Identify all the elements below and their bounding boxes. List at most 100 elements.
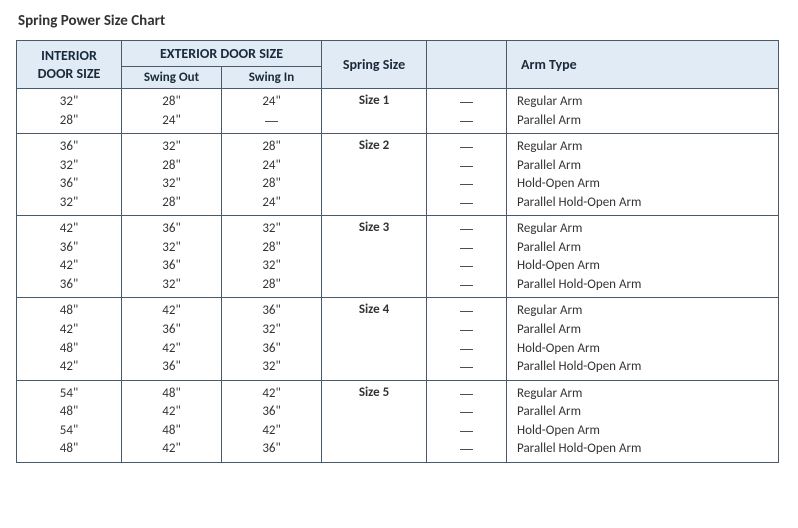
cell-arm-type-value: Parallel Arm xyxy=(517,112,772,130)
cell-arm-type-value: Parallel Arm xyxy=(517,157,772,175)
cell-blank-value: — xyxy=(433,302,500,320)
cell-interior-value: 48" xyxy=(23,340,115,358)
cell-arm-type-value: Regular Arm xyxy=(517,93,772,111)
cell-swing-in: 36"32"36"32" xyxy=(222,298,322,380)
cell-interior-value: 28" xyxy=(23,112,115,130)
cell-blank-value: — xyxy=(433,321,500,339)
cell-swing-in: 42"36"42"36" xyxy=(222,380,322,462)
cell-swing-in-value: 28" xyxy=(228,138,315,156)
cell-swing-out-value: 42" xyxy=(128,302,215,320)
cell-arm-type-value: Parallel Arm xyxy=(517,321,772,339)
table-body: 32"28"28"24"24"—Size 1——Regular ArmParal… xyxy=(17,89,779,463)
cell-swing-in-value: 36" xyxy=(228,302,315,320)
cell-swing-out: 36"32"36"32" xyxy=(122,216,222,298)
cell-blank-value: — xyxy=(433,440,500,458)
cell-spring-size: Size 5 xyxy=(322,380,427,462)
cell-swing-out-value: 42" xyxy=(128,340,215,358)
cell-arm-type-value: Regular Arm xyxy=(517,302,772,320)
col-header-interior: INTERIOR DOOR SIZE xyxy=(17,41,122,89)
cell-swing-out-value: 32" xyxy=(128,138,215,156)
cell-blank-value: — xyxy=(433,112,500,130)
cell-interior-value: 54" xyxy=(23,385,115,403)
cell-swing-in-value: 24" xyxy=(228,157,315,175)
cell-blank-value: — xyxy=(433,276,500,294)
cell-blank-value: — xyxy=(433,385,500,403)
cell-swing-out-value: 36" xyxy=(128,220,215,238)
cell-blank: ———— xyxy=(427,298,507,380)
cell-swing-out: 28"24" xyxy=(122,89,222,134)
cell-arm-type-value: Hold-Open Arm xyxy=(517,422,772,440)
cell-swing-out-value: 48" xyxy=(128,422,215,440)
cell-arm-type-value: Parallel Arm xyxy=(517,239,772,257)
cell-interior: 54"48"54"48" xyxy=(17,380,122,462)
cell-arm-type-value: Hold-Open Arm xyxy=(517,340,772,358)
cell-swing-out-value: 28" xyxy=(128,194,215,212)
col-header-exterior: EXTERIOR DOOR SIZE xyxy=(122,41,322,67)
cell-spring-size: Size 2 xyxy=(322,134,427,216)
col-header-blank xyxy=(427,41,507,89)
cell-interior-value: 32" xyxy=(23,194,115,212)
spring-power-size-table: INTERIOR DOOR SIZE EXTERIOR DOOR SIZE Sp… xyxy=(16,40,779,463)
col-header-arm-type: Arm Type xyxy=(507,41,779,89)
cell-blank: ———— xyxy=(427,134,507,216)
cell-swing-in-value: 42" xyxy=(228,422,315,440)
table-row: 32"28"28"24"24"—Size 1——Regular ArmParal… xyxy=(17,89,779,134)
table-header: INTERIOR DOOR SIZE EXTERIOR DOOR SIZE Sp… xyxy=(17,41,779,89)
cell-swing-out-value: 32" xyxy=(128,239,215,257)
cell-arm-type-value: Regular Arm xyxy=(517,220,772,238)
table-row: 42"36"42"36"36"32"36"32"32"28"32"28"Size… xyxy=(17,216,779,298)
cell-arm-type-value: Parallel Hold-Open Arm xyxy=(517,194,772,212)
cell-blank-value: — xyxy=(433,257,500,275)
cell-swing-in-value: 36" xyxy=(228,403,315,421)
cell-interior-value: 36" xyxy=(23,138,115,156)
cell-swing-out: 42"36"42"36" xyxy=(122,298,222,380)
cell-arm-type: Regular ArmParallel ArmHold-Open ArmPara… xyxy=(507,298,779,380)
cell-swing-in-value: 32" xyxy=(228,220,315,238)
cell-arm-type: Regular ArmParallel Arm xyxy=(507,89,779,134)
cell-arm-type-value: Parallel Hold-Open Arm xyxy=(517,276,772,294)
cell-swing-out: 48"42"48"42" xyxy=(122,380,222,462)
cell-blank-value: — xyxy=(433,175,500,193)
cell-swing-out-value: 28" xyxy=(128,157,215,175)
cell-arm-type: Regular ArmParallel ArmHold-Open ArmPara… xyxy=(507,380,779,462)
cell-swing-in-value: 36" xyxy=(228,340,315,358)
cell-interior-value: 48" xyxy=(23,403,115,421)
cell-arm-type-value: Regular Arm xyxy=(517,138,772,156)
cell-swing-in-value: 28" xyxy=(228,276,315,294)
page-title: Spring Power Size Chart xyxy=(18,12,782,30)
cell-swing-in-value: 32" xyxy=(228,321,315,339)
cell-swing-out-value: 24" xyxy=(128,112,215,130)
cell-interior-value: 42" xyxy=(23,358,115,376)
cell-swing-in-value: 36" xyxy=(228,440,315,458)
cell-arm-type-value: Parallel Hold-Open Arm xyxy=(517,358,772,376)
cell-swing-in-value: 28" xyxy=(228,239,315,257)
cell-swing-out-value: 42" xyxy=(128,440,215,458)
cell-swing-out-value: 36" xyxy=(128,257,215,275)
cell-swing-out-value: 36" xyxy=(128,358,215,376)
cell-blank-value: — xyxy=(433,138,500,156)
cell-swing-out-value: 42" xyxy=(128,403,215,421)
cell-arm-type-value: Parallel Arm xyxy=(517,403,772,421)
cell-arm-type-value: Parallel Hold-Open Arm xyxy=(517,440,772,458)
cell-blank-value: — xyxy=(433,220,500,238)
cell-interior-value: 48" xyxy=(23,302,115,320)
cell-interior-value: 36" xyxy=(23,276,115,294)
cell-swing-in-value: 24" xyxy=(228,93,315,111)
col-subheader-swing-in: Swing In xyxy=(222,67,322,89)
cell-interior-value: 42" xyxy=(23,321,115,339)
cell-blank-value: — xyxy=(433,358,500,376)
cell-swing-in-value: 32" xyxy=(228,358,315,376)
cell-swing-out-value: 36" xyxy=(128,321,215,339)
cell-arm-type: Regular ArmParallel ArmHold-Open ArmPara… xyxy=(507,216,779,298)
cell-swing-in-value: 32" xyxy=(228,257,315,275)
cell-blank-value: — xyxy=(433,194,500,212)
cell-swing-out-value: 32" xyxy=(128,276,215,294)
cell-swing-in-value: 42" xyxy=(228,385,315,403)
cell-blank: ———— xyxy=(427,380,507,462)
cell-blank-value: — xyxy=(433,239,500,257)
cell-spring-size: Size 4 xyxy=(322,298,427,380)
cell-interior-value: 32" xyxy=(23,157,115,175)
cell-swing-in: 32"28"32"28" xyxy=(222,216,322,298)
cell-interior-value: 42" xyxy=(23,220,115,238)
cell-arm-type-value: Regular Arm xyxy=(517,385,772,403)
